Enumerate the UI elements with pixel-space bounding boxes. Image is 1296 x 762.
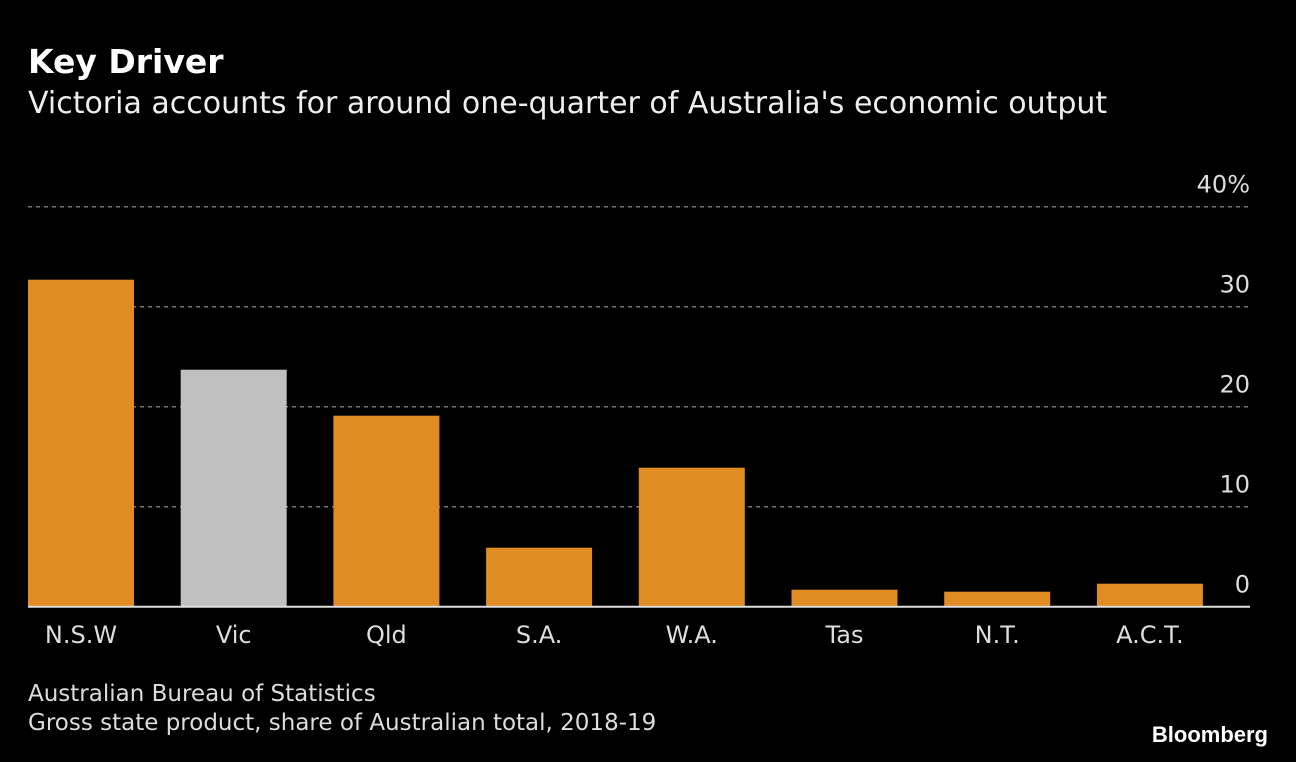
x-tick-label: N.S.W <box>45 621 117 649</box>
y-tick-label: 20 <box>1219 371 1250 399</box>
y-tick-label: 30 <box>1219 271 1250 299</box>
note-text: Gross state product, share of Australian… <box>28 710 657 736</box>
bar-wa <box>638 467 745 607</box>
bar-vic <box>180 369 287 607</box>
bloomberg-logo: Bloomberg <box>1151 722 1268 747</box>
source-text: Australian Bureau of Statistics <box>28 681 376 707</box>
y-tick-label: 40% <box>1197 171 1250 199</box>
chart-title: Key Driver <box>28 42 224 81</box>
bar-sa <box>486 547 593 607</box>
x-tick-label: Qld <box>366 621 407 649</box>
bar-nt <box>944 591 1051 607</box>
bar-nsw <box>28 279 134 607</box>
x-tick-label: N.T. <box>975 621 1020 649</box>
y-tick-label: 10 <box>1219 471 1250 499</box>
bar-qld <box>333 415 440 607</box>
x-tick-label: S.A. <box>516 621 563 649</box>
x-tick-label: Vic <box>216 621 252 649</box>
chart-subtitle: Victoria accounts for around one-quarter… <box>28 86 1108 121</box>
x-tick-label: A.C.T. <box>1116 621 1183 649</box>
x-tick-label: Tas <box>825 621 864 649</box>
chart-footer: Australian Bureau of Statistics Gross st… <box>28 680 656 738</box>
bar-tas <box>791 589 898 607</box>
x-tick-label: W.A. <box>666 621 718 649</box>
y-tick-label: 0 <box>1235 571 1250 599</box>
bar-act <box>1096 583 1203 607</box>
